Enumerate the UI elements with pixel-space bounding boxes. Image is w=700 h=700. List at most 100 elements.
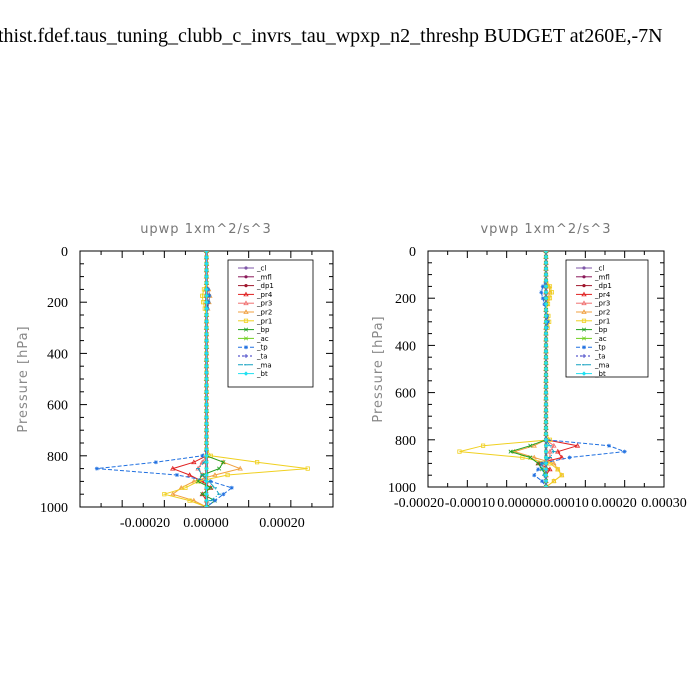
data-point-bt <box>543 366 549 372</box>
data-point-bt <box>543 396 549 401</box>
data-point-tp <box>532 473 537 478</box>
data-point-pr2 <box>531 454 537 460</box>
data-point-bt <box>543 307 549 313</box>
data-point-pr1 <box>305 466 310 471</box>
legend-label: _dp1 <box>594 282 612 290</box>
data-point-bt <box>543 343 549 348</box>
data-point-bt <box>204 370 209 375</box>
data-point-pr3 <box>243 300 249 306</box>
data-point-bt <box>204 466 209 471</box>
data-point-pr1 <box>480 443 486 448</box>
y-tick-label: 600 <box>395 387 416 402</box>
y-tick-label: 600 <box>47 399 68 414</box>
data-point-bp <box>200 492 205 497</box>
data-point-bt <box>204 306 209 311</box>
data-point-bt <box>543 260 549 265</box>
legend-label: _dp1 <box>256 282 274 290</box>
data-point-bt <box>543 254 549 260</box>
data-point-bt <box>543 349 549 354</box>
data-point-bt <box>204 376 209 382</box>
data-point-pr4 <box>559 454 565 460</box>
data-point-pr1 <box>547 461 553 466</box>
data-point-bp <box>528 443 533 448</box>
data-point-bt <box>204 428 209 433</box>
data-point-bt <box>204 383 209 388</box>
data-point-bp <box>581 327 587 332</box>
data-point-bt <box>204 268 209 273</box>
y-tick-label: 400 <box>47 347 68 362</box>
data-point-bt <box>204 280 209 286</box>
data-point-bt <box>543 408 549 413</box>
legend-label: _bp <box>256 326 270 334</box>
data-point-bt <box>204 402 209 407</box>
legend-label: _ma <box>594 361 610 369</box>
data-point-tp <box>567 455 572 460</box>
data-point-bt <box>543 431 549 437</box>
data-point-tp <box>153 460 158 465</box>
data-point-pr3 <box>581 300 587 306</box>
data-point-bt <box>204 344 209 350</box>
data-point-bt <box>543 313 549 319</box>
data-point-pr4 <box>191 459 197 465</box>
data-point-tp <box>208 479 213 484</box>
data-point-bt <box>204 300 209 305</box>
data-point-pr2 <box>531 442 537 448</box>
data-point-bp <box>208 485 213 490</box>
data-point-pr1 <box>520 455 525 460</box>
data-point-bt <box>204 332 209 337</box>
data-point-pr1 <box>549 290 555 295</box>
data-point-pr1 <box>195 479 201 484</box>
x-tick-label: 0.00000 <box>497 496 543 511</box>
y-tick-label: 0 <box>61 245 68 260</box>
data-point-bt <box>204 274 209 279</box>
data-point-bp <box>528 455 533 460</box>
data-point-tp <box>212 498 217 503</box>
data-point-bt <box>204 408 209 414</box>
data-point-bt <box>543 437 549 442</box>
data-point-bt <box>204 325 209 330</box>
data-point-bt <box>543 278 549 283</box>
data-point-bt <box>204 389 209 394</box>
data-point-bt <box>543 419 549 425</box>
data-point-pr4 <box>186 472 193 477</box>
data-point-bt <box>543 425 549 431</box>
data-point-bt <box>204 338 209 343</box>
data-point-pr2 <box>212 472 218 477</box>
legend-label: _pr3 <box>594 300 610 308</box>
data-point-bt <box>543 378 549 383</box>
data-point-pr4 <box>581 291 587 297</box>
data-point-bt <box>204 261 209 266</box>
data-point-pr2 <box>170 491 176 497</box>
legend-label: _pr4 <box>256 291 273 299</box>
y-tick-label: 800 <box>47 450 68 465</box>
legend-label: _ta <box>594 353 606 361</box>
y-axis-label: Pressure [hPa] <box>16 325 31 432</box>
data-point-bt <box>204 357 209 362</box>
data-point-bt <box>204 479 209 484</box>
data-point-cl <box>244 266 248 270</box>
data-point-bt <box>543 360 549 366</box>
data-point-ta <box>244 354 248 358</box>
data-point-pr1 <box>162 492 167 497</box>
data-point-pr1 <box>581 318 587 323</box>
y-tick-label: 800 <box>395 434 416 449</box>
data-point-bp <box>217 466 222 471</box>
y-tick-label: 1000 <box>40 501 68 516</box>
legend-label: _bt <box>256 370 268 378</box>
data-point-pr2 <box>191 478 197 484</box>
legend-label: _bt <box>594 370 606 378</box>
data-point-bt <box>543 402 549 407</box>
data-point-ac <box>581 336 587 341</box>
x-tick-label: 0.00020 <box>591 496 637 511</box>
data-point-pr4 <box>547 466 553 472</box>
data-point-bp <box>195 479 201 484</box>
legend-label: _cl <box>256 265 266 273</box>
data-point-bt <box>204 453 209 458</box>
legend-label: _pr3 <box>256 300 272 308</box>
legend-label: _bp <box>594 326 608 334</box>
data-point-bt <box>204 287 209 292</box>
legend-label: _tp <box>256 344 268 352</box>
legend: _cl_mfl_dp1_pr4_pr3_pr2_pr1_bp_ac_tp_ta_… <box>565 259 649 378</box>
data-point-bt <box>543 266 549 271</box>
data-point-bt <box>204 498 209 503</box>
